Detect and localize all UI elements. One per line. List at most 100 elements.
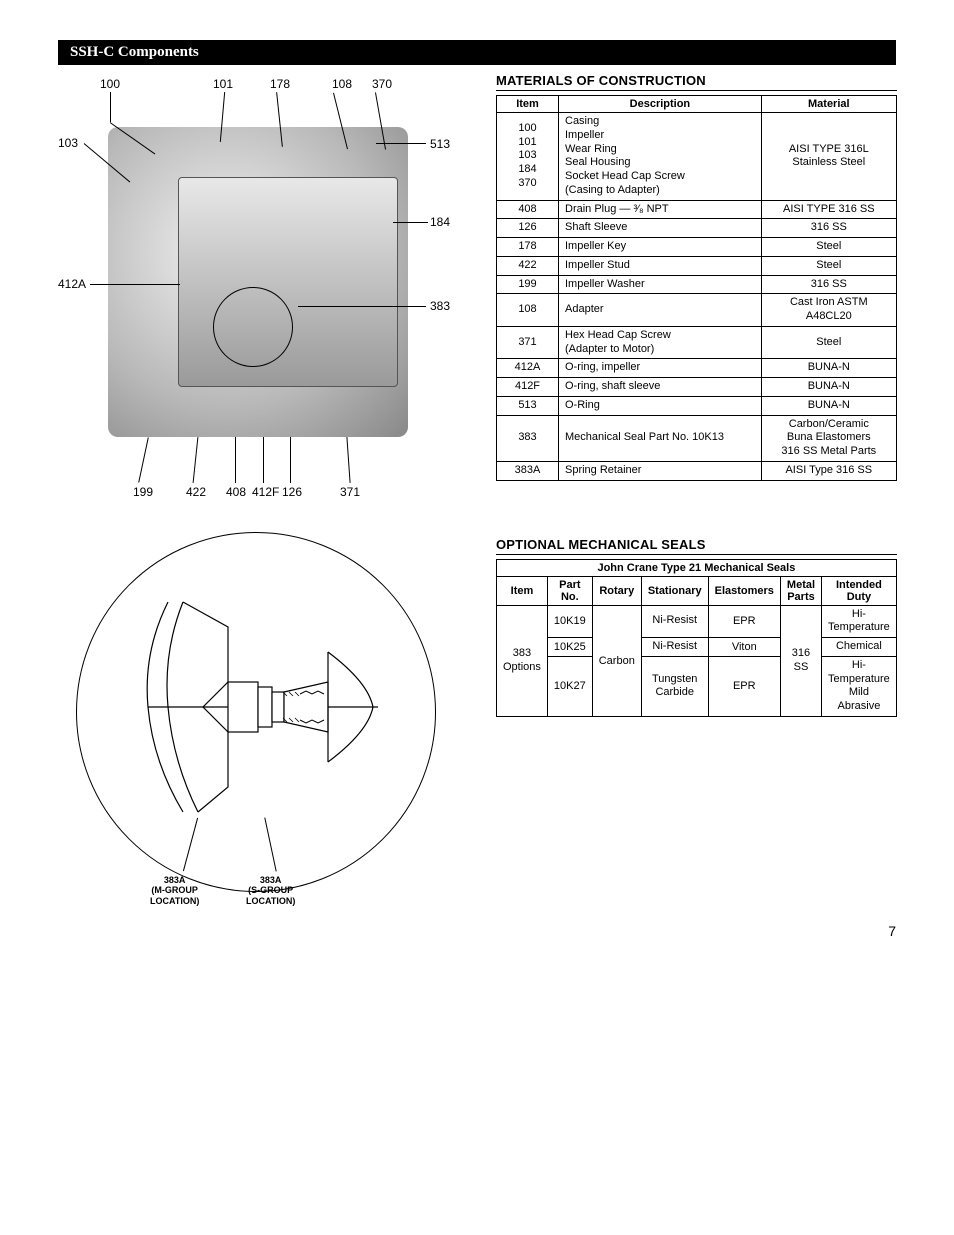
cell-item: 513 [497, 396, 559, 415]
leader [298, 306, 426, 307]
seals-heading: Optional Mechanical Seals [496, 537, 897, 555]
cell-description: Shaft Sleeve [559, 219, 762, 238]
table-row: 412AO-ring, impellerBUNA-N [497, 359, 897, 378]
cell-material: Cast Iron ASTM A48CL20 [761, 294, 896, 327]
callout-383a-s: 383A(S-GROUPLOCATION) [246, 875, 295, 906]
cell-description: Drain Plug — ³⁄₈ NPT [559, 200, 762, 219]
table-row: 383ASpring RetainerAISI Type 316 SS [497, 461, 897, 480]
cell-material: AISI TYPE 316LStainless Steel [761, 113, 896, 201]
col-rotary: Rotary [592, 576, 641, 605]
table-row: 383Mechanical Seal Part No. 10K13Carbon/… [497, 415, 897, 461]
cell-item: 108 [497, 294, 559, 327]
cell-item: 383A [497, 461, 559, 480]
cell-duty: Hi-Temperature [822, 605, 897, 638]
cell-item: 371 [497, 326, 559, 359]
page-number: 7 [888, 923, 896, 939]
table-header-row: Item Description Material [497, 96, 897, 113]
table-row: 408Drain Plug — ³⁄₈ NPTAISI TYPE 316 SS [497, 200, 897, 219]
cell-material: BUNA-N [761, 396, 896, 415]
leader [346, 437, 350, 483]
callout-100: 100 [100, 77, 120, 91]
components-cutaway-diagram: 100 101 178 108 370 103 412A 513 184 383 [58, 77, 456, 502]
cell-material: Steel [761, 238, 896, 257]
leader [193, 437, 199, 483]
callout-101: 101 [213, 77, 233, 91]
callout-383a-m: 383A(M-GROUPLOCATION) [150, 875, 199, 906]
cell-material: AISI TYPE 316 SS [761, 200, 896, 219]
materials-table: Item Description Material 10010110318437… [496, 95, 897, 481]
cell-description: Hex Head Cap Screw(Adapter to Motor) [559, 326, 762, 359]
callout-370: 370 [372, 77, 392, 91]
table-row: 178Impeller KeySteel [497, 238, 897, 257]
impeller-cross-section [128, 592, 378, 822]
materials-heading: Materials of Construction [496, 73, 897, 91]
leader [393, 222, 428, 223]
callout-126: 126 [282, 485, 302, 499]
callout-184: 184 [430, 215, 450, 229]
cell-stationary: Ni-Resist [641, 605, 708, 638]
cell-item: 422 [497, 256, 559, 275]
table-super-header: John Crane Type 21 Mechanical Seals [497, 559, 897, 576]
cell-material: Carbon/CeramicBuna Elastomers316 SS Meta… [761, 415, 896, 461]
cell-item: 199 [497, 275, 559, 294]
cell-partno: 10K27 [547, 656, 592, 716]
cell-elastomers: EPR [708, 656, 780, 716]
cell-item: 408 [497, 200, 559, 219]
cell-material: 316 SS [761, 275, 896, 294]
cell-description: Impeller Key [559, 238, 762, 257]
cell-item: 383 [497, 415, 559, 461]
cell-description: Adapter [559, 294, 762, 327]
col-duty: Intended Duty [822, 576, 897, 605]
cell-item: 100101103184370 [497, 113, 559, 201]
callout-513: 513 [430, 137, 450, 151]
cell-metalparts: 316SS [780, 605, 821, 716]
callout-178: 178 [270, 77, 290, 91]
cell-partno: 10K19 [547, 605, 592, 638]
table-row: 108AdapterCast Iron ASTM A48CL20 [497, 294, 897, 327]
leader [376, 143, 426, 144]
cell-item: 383Options [497, 605, 548, 716]
table-row: 126Shaft Sleeve316 SS [497, 219, 897, 238]
leader [263, 437, 264, 483]
cell-material: BUNA-N [761, 359, 896, 378]
seals-table: John Crane Type 21 Mechanical Seals Item… [496, 559, 897, 717]
cell-stationary: TungstenCarbide [641, 656, 708, 716]
callout-422: 422 [186, 485, 206, 499]
cell-description: Spring Retainer [559, 461, 762, 480]
cell-material: BUNA-N [761, 378, 896, 397]
cell-material: Steel [761, 256, 896, 275]
seal-detail-diagram: 383A(M-GROUPLOCATION) 383A(S-GROUPLOCATI… [58, 532, 456, 927]
pump-adapter-shading [178, 177, 398, 387]
cell-partno: 10K25 [547, 638, 592, 657]
cell-description: Impeller Washer [559, 275, 762, 294]
cell-elastomers: Viton [708, 638, 780, 657]
callout-103: 103 [58, 136, 78, 150]
cell-description: O-Ring [559, 396, 762, 415]
cell-item: 412A [497, 359, 559, 378]
cell-duty: Chemical [822, 638, 897, 657]
table-row: 199Impeller Washer316 SS [497, 275, 897, 294]
cell-material: AISI Type 316 SS [761, 461, 896, 480]
col-item: Item [497, 96, 559, 113]
cell-duty: Hi-TemperatureMild Abrasive [822, 656, 897, 716]
callout-412f: 412F [252, 485, 279, 499]
table-row: 100101103184370CasingImpellerWear RingSe… [497, 113, 897, 201]
cell-item: 412F [497, 378, 559, 397]
cell-elastomers: EPR [708, 605, 780, 638]
table-row: 383Options10K19CarbonNi-ResistEPR316SSHi… [497, 605, 897, 638]
callout-408: 408 [226, 485, 246, 499]
callout-412a: 412A [58, 277, 86, 291]
cell-material: 316 SS [761, 219, 896, 238]
table-row: 422Impeller StudSteel [497, 256, 897, 275]
table-row: 10K25Ni-ResistVitonChemical [497, 638, 897, 657]
cell-description: O-ring, shaft sleeve [559, 378, 762, 397]
leader [138, 437, 149, 482]
cell-rotary: Carbon [592, 605, 641, 716]
table-row: 10K27 TungstenCarbideEPR Hi-TemperatureMil… [497, 656, 897, 716]
callout-199: 199 [133, 485, 153, 499]
table-row: 513O-RingBUNA-N [497, 396, 897, 415]
col-item: Item [497, 576, 548, 605]
leader [90, 284, 180, 285]
col-partno: Part No. [547, 576, 592, 605]
leader [110, 92, 111, 122]
